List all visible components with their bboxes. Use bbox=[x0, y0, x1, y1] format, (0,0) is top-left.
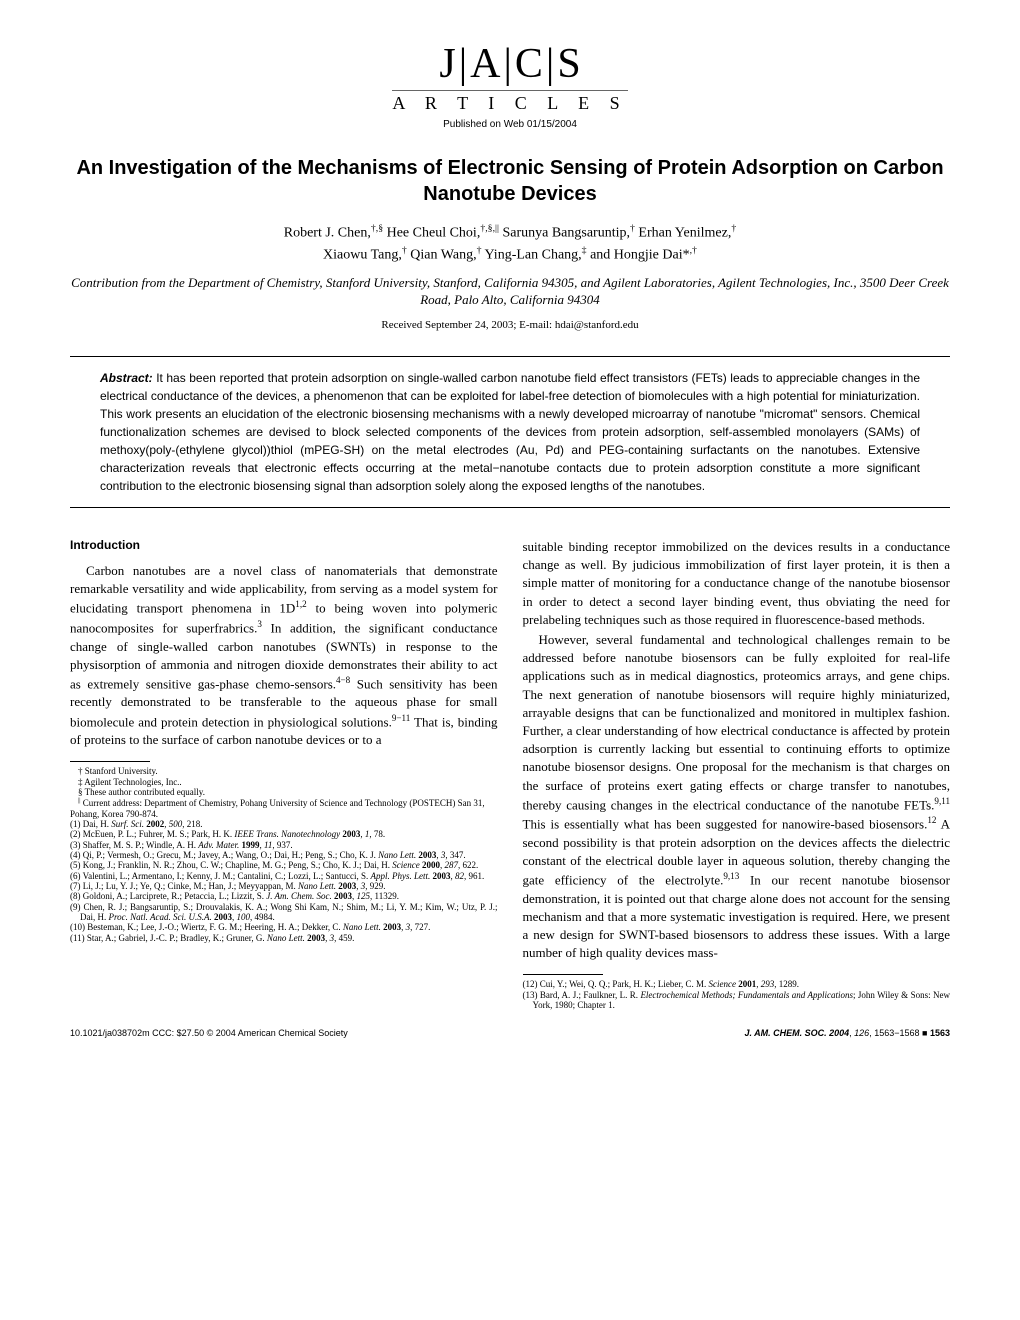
ref-2: (2) McEuen, P. L.; Fuhrer, M. S.; Park, … bbox=[70, 829, 498, 839]
abstract-label: Abstract: bbox=[100, 371, 153, 385]
ref-11: (11) Star, A.; Gabriel, J.-C. P.; Bradle… bbox=[70, 933, 498, 943]
section-introduction: Introduction bbox=[70, 538, 498, 552]
logo-sub: A R T I C L E S bbox=[392, 90, 627, 114]
footnote-aff-4: || Current address: Department of Chemis… bbox=[70, 797, 498, 819]
footnote-separator bbox=[70, 761, 150, 762]
page-number: 1563 bbox=[930, 1028, 950, 1038]
ref-9: (9) Chen, R. J.; Bangsaruntip, S.; Drouv… bbox=[70, 902, 498, 923]
logo-main: J|A|C|S bbox=[70, 40, 950, 88]
left-column: Introduction Carbon nanotubes are a nove… bbox=[70, 538, 498, 1010]
ref-3: (3) Shaffer, M. S. P.; Windle, A. H. Adv… bbox=[70, 840, 498, 850]
col2-p2: However, several fundamental and technol… bbox=[523, 631, 951, 962]
two-column-content: Introduction Carbon nanotubes are a nove… bbox=[70, 538, 950, 1010]
footnote-aff-1: † Stanford University. bbox=[70, 766, 498, 776]
article-title: An Investigation of the Mechanisms of El… bbox=[70, 155, 950, 207]
abstract-box: Abstract: It has been reported that prot… bbox=[70, 356, 950, 508]
ref-4: (4) Qi, P.; Vermesh, O.; Grecu, M.; Jave… bbox=[70, 850, 498, 860]
intro-p1: Carbon nanotubes are a novel class of na… bbox=[70, 562, 498, 749]
footer-citation: J. AM. CHEM. SOC. 2004, 126, 1563−1568 ■… bbox=[744, 1028, 950, 1038]
ref-10: (10) Besteman, K.; Lee, J.-O.; Wiertz, F… bbox=[70, 922, 498, 932]
footnote-separator-right bbox=[523, 974, 603, 975]
footnote-aff-2: ‡ Agilent Technologies, Inc.. bbox=[70, 777, 498, 787]
square-icon: ■ bbox=[922, 1028, 927, 1038]
page-footer: 10.1021/ja038702m CCC: $27.50 © 2004 Ame… bbox=[70, 1028, 950, 1038]
right-column: suitable binding receptor immobilized on… bbox=[523, 538, 951, 1010]
received-line: Received September 24, 2003; E-mail: hda… bbox=[70, 319, 950, 331]
ref-7: (7) Li, J.; Lu, Y. J.; Ye, Q.; Cinke, M.… bbox=[70, 881, 498, 891]
ref-5: (5) Kong, J.; Franklin, N. R.; Zhou, C. … bbox=[70, 860, 498, 870]
ref-1: (1) Dai, H. Surf. Sci. 2002, 500, 218. bbox=[70, 819, 498, 829]
ref-8: (8) Goldoni, A.; Larciprete, R.; Petacci… bbox=[70, 891, 498, 901]
affiliation: Contribution from the Department of Chem… bbox=[70, 275, 950, 309]
abstract-body: It has been reported that protein adsorp… bbox=[100, 371, 920, 493]
publication-date: Published on Web 01/15/2004 bbox=[70, 119, 950, 130]
ref-13: (13) Bard, A. J.; Faulkner, L. R. Electr… bbox=[523, 990, 951, 1011]
authors-list: Robert J. Chen,†,§ Hee Cheul Choi,†,§,||… bbox=[70, 222, 950, 265]
abstract-text: Abstract: It has been reported that prot… bbox=[100, 369, 920, 495]
footer-doi: 10.1021/ja038702m CCC: $27.50 © 2004 Ame… bbox=[70, 1028, 348, 1038]
ref-12: (12) Cui, Y.; Wei, Q. Q.; Park, H. K.; L… bbox=[523, 979, 951, 989]
journal-logo: J|A|C|S A R T I C L E S bbox=[70, 40, 950, 114]
ref-6: (6) Valentini, L.; Armentano, I.; Kenny,… bbox=[70, 871, 498, 881]
col2-p1: suitable binding receptor immobilized on… bbox=[523, 538, 951, 629]
footnote-aff-3: § These author contributed equally. bbox=[70, 787, 498, 797]
